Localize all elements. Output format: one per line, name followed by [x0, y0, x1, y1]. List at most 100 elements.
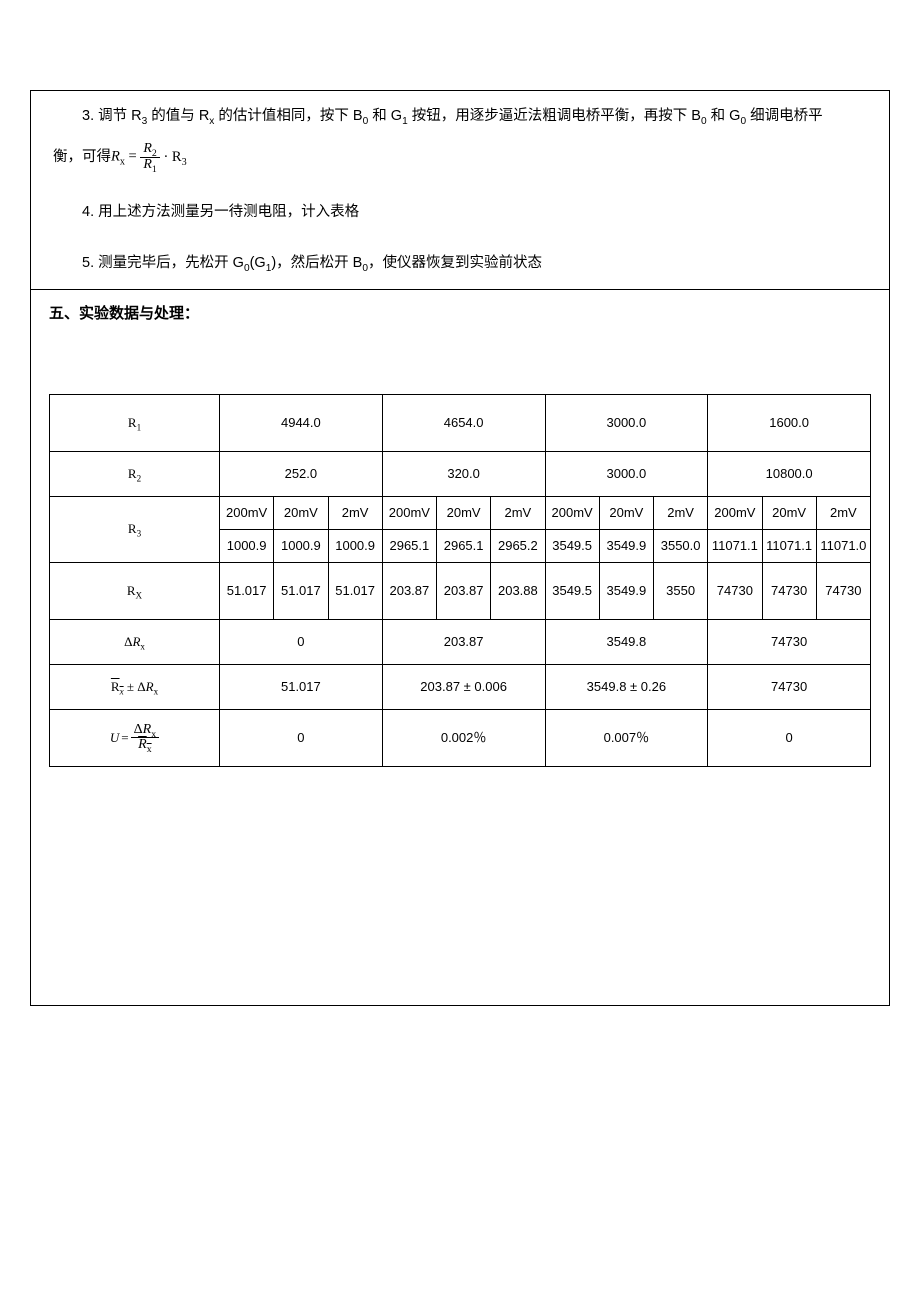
r3h-8: 2mV	[654, 496, 708, 529]
u-c4: 0	[708, 709, 871, 766]
eq-eq: =	[125, 149, 140, 165]
r3h-4: 20mV	[437, 496, 491, 529]
r3h-9: 200mV	[708, 496, 762, 529]
r3h-10: 20mV	[762, 496, 816, 529]
drx-c3: 3549.8	[545, 619, 708, 664]
r2-c2: 320.0	[382, 451, 545, 496]
r3h-7: 20mV	[599, 496, 653, 529]
label-r2: R2	[50, 451, 220, 496]
r3h-0: 200mV	[220, 496, 274, 529]
rxbar-c2: 203.87 ± 0.006	[382, 664, 545, 709]
p3-text-c: 的估计值相同，按下 B	[214, 108, 362, 124]
label-rx: RX	[50, 562, 220, 619]
p5-text-a: 5. 测量完毕后，先松开 G	[82, 255, 244, 271]
r2-c3: 3000.0	[545, 451, 708, 496]
row-r3-headers: R3 200mV 20mV 2mV 200mV 20mV 2mV 200mV 2…	[50, 496, 871, 529]
row-rxbar: Rx ± ΔRx 51.017 203.87 ± 0.006 3549.8 ± …	[50, 664, 871, 709]
rxv-3: 203.87	[382, 562, 436, 619]
rxv-4: 203.87	[437, 562, 491, 619]
r3h-2: 2mV	[328, 496, 382, 529]
row-r2: R2 252.0 320.0 3000.0 10800.0	[50, 451, 871, 496]
r3v-11: 11071.0	[816, 529, 870, 562]
r3h-11: 2mV	[816, 496, 870, 529]
row-delta-rx: ΔRx 0 203.87 3549.8 74730	[50, 619, 871, 664]
u-c3: 0.007％	[545, 709, 708, 766]
formula-rx: Rx = R2 R1 · R3	[111, 142, 187, 172]
rxv-7: 3549.9	[599, 562, 653, 619]
eq-frac: R2 R1	[140, 142, 159, 172]
u-c1: 0	[220, 709, 383, 766]
eq-den: R1	[140, 158, 159, 173]
r3v-4: 2965.1	[437, 529, 491, 562]
row-r1: R1 4944.0 4654.0 3000.0 1600.0	[50, 394, 871, 451]
r3v-1: 1000.9	[274, 529, 328, 562]
row-u: U = ΔRx Rx 0 0.002％ 0.007％ 0	[50, 709, 871, 766]
p3-text-e: 按钮，用逐步逼近法粗调电桥平衡，再按下 B	[408, 108, 701, 124]
section-5-header: 五、实验数据与处理：	[31, 289, 889, 334]
p5-text-d: ，使仪器恢复到实验前状态	[368, 255, 542, 271]
r3h-1: 20mV	[274, 496, 328, 529]
rxv-1: 51.017	[274, 562, 328, 619]
label-u: U = ΔRx Rx	[50, 709, 220, 766]
p3-text-b: 的值与 R	[147, 108, 209, 124]
r3v-8: 3550.0	[654, 529, 708, 562]
r2-c4: 10800.0	[708, 451, 871, 496]
r1-c3: 3000.0	[545, 394, 708, 451]
r3v-2: 1000.9	[328, 529, 382, 562]
row-rx: RX 51.017 51.017 51.017 203.87 203.87 20…	[50, 562, 871, 619]
p3-text-f: 和 G	[707, 108, 741, 124]
rxbar-c3: 3549.8 ± 0.26	[545, 664, 708, 709]
bottom-spacer	[31, 785, 889, 1005]
rxbar-c1: 51.017	[220, 664, 383, 709]
label-delta-rx: ΔRx	[50, 619, 220, 664]
p3-text-d: 和 G	[368, 108, 402, 124]
rxv-9: 74730	[708, 562, 762, 619]
drx-c2: 203.87	[382, 619, 545, 664]
rxv-2: 51.017	[328, 562, 382, 619]
p5-text-c: )，然后松开 B	[271, 255, 362, 271]
drx-c1: 0	[220, 619, 383, 664]
r2-c1: 252.0	[220, 451, 383, 496]
rxv-0: 51.017	[220, 562, 274, 619]
r1-c4: 1600.0	[708, 394, 871, 451]
rxv-11: 74730	[816, 562, 870, 619]
r1-c1: 4944.0	[220, 394, 383, 451]
r3v-7: 3549.9	[599, 529, 653, 562]
u-c2: 0.002％	[382, 709, 545, 766]
page-container: 3. 调节 R3 的值与 Rx 的估计值相同，按下 B0 和 G1 按钮，用逐步…	[30, 90, 890, 1006]
paragraph-5: 5. 测量完毕后，先松开 G0(G1)，然后松开 B0，使仪器恢复到实验前状态	[31, 238, 889, 289]
r3h-3: 200mV	[382, 496, 436, 529]
u-den: Rx	[131, 738, 159, 753]
rxv-6: 3549.5	[545, 562, 599, 619]
drx-c4: 74730	[708, 619, 871, 664]
rxbar-c4: 74730	[708, 664, 871, 709]
label-rxbar: Rx ± ΔRx	[50, 664, 220, 709]
p4-text: 4. 用上述方法测量另一待测电阻，计入表格	[82, 204, 359, 220]
r3h-6: 200mV	[545, 496, 599, 529]
rxv-8: 3550	[654, 562, 708, 619]
r3v-0: 1000.9	[220, 529, 274, 562]
u-frac: ΔRx Rx	[131, 723, 159, 753]
r3v-6: 3549.5	[545, 529, 599, 562]
r1-c2: 4654.0	[382, 394, 545, 451]
rxv-10: 74730	[762, 562, 816, 619]
paragraph-4: 4. 用上述方法测量另一待测电阻，计入表格	[31, 187, 889, 238]
paragraph-3-line1: 3. 调节 R3 的值与 Rx 的估计值相同，按下 B0 和 G1 按钮，用逐步…	[31, 91, 889, 142]
eq-num: R2	[140, 142, 159, 158]
p3-text-a: 3. 调节 R	[82, 108, 142, 124]
label-r3: R3	[50, 496, 220, 562]
eq-rhs: · R3	[163, 149, 186, 165]
p3h-text: 衡，可得	[53, 146, 111, 169]
p5-text-b: (G	[250, 255, 266, 271]
r3v-10: 11071.1	[762, 529, 816, 562]
label-r1: R1	[50, 394, 220, 451]
paragraph-3-line2: 衡，可得 Rx = R2 R1 · R3	[31, 142, 889, 186]
r3v-9: 11071.1	[708, 529, 762, 562]
eq-lhs: R	[111, 149, 120, 165]
r3v-5: 2965.2	[491, 529, 545, 562]
rxv-5: 203.88	[491, 562, 545, 619]
r3h-5: 2mV	[491, 496, 545, 529]
data-table: R1 4944.0 4654.0 3000.0 1600.0 R2 252.0 …	[49, 394, 871, 767]
p3-text-g: 细调电桥平	[746, 108, 823, 124]
r3v-3: 2965.1	[382, 529, 436, 562]
